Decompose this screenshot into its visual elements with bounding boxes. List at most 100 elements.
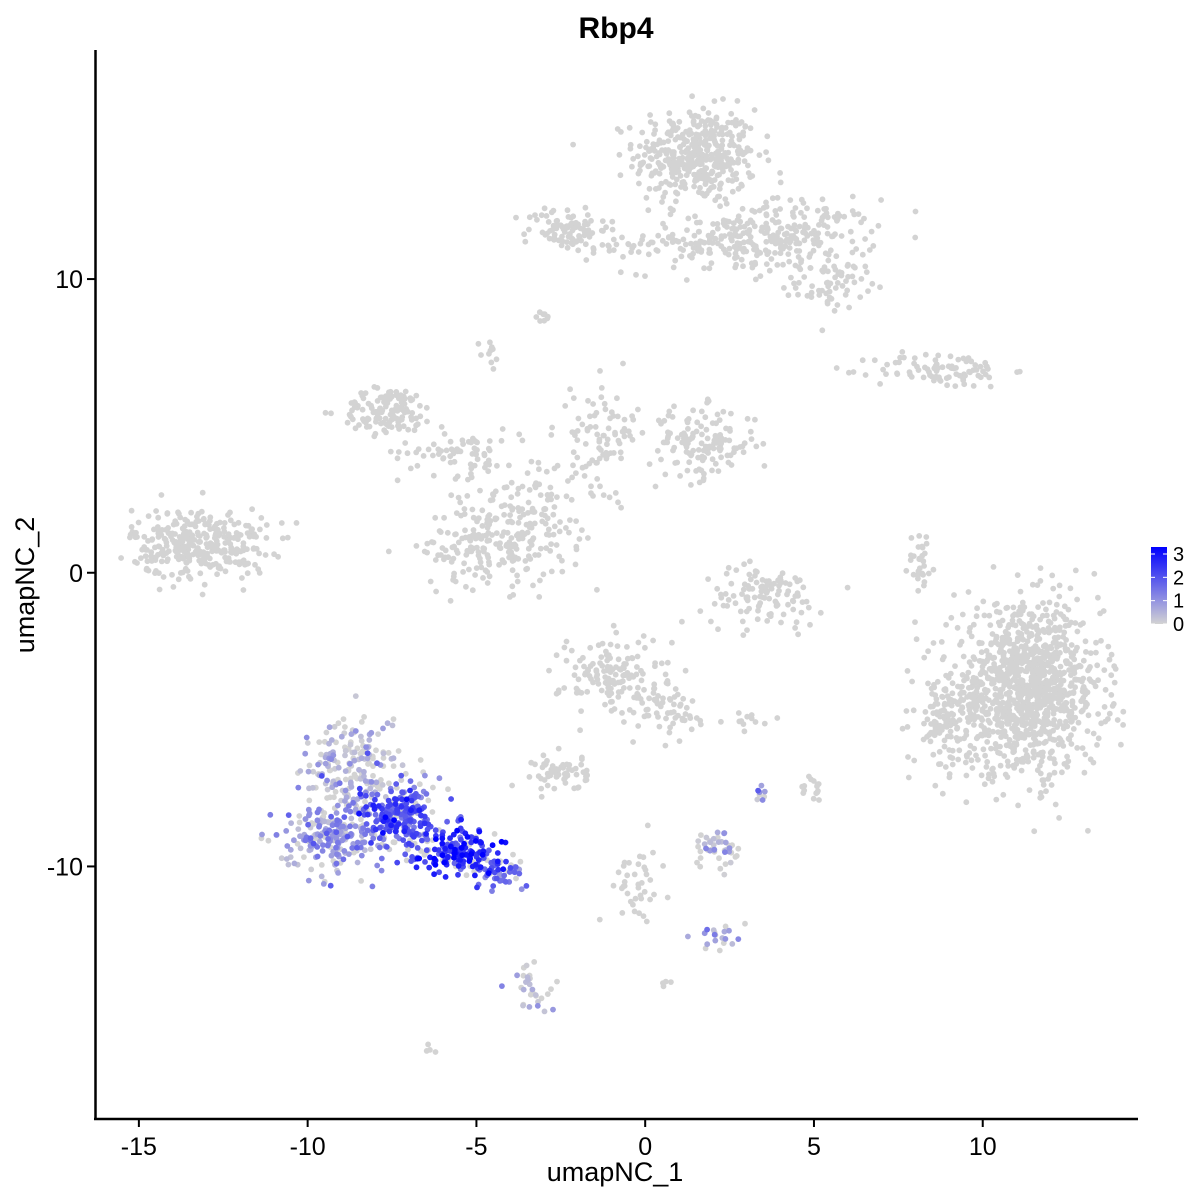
cell-point (1055, 634, 1062, 641)
cell-point (399, 762, 406, 769)
cell-point (962, 372, 968, 379)
cell-point (352, 823, 359, 830)
cell-point (516, 508, 522, 515)
cell-point (477, 487, 483, 494)
cell-point (432, 1049, 439, 1055)
cell-point (509, 782, 515, 789)
cell-point (524, 470, 531, 476)
cell-point (342, 776, 349, 783)
cell-point (432, 861, 439, 868)
cell-point (251, 531, 258, 538)
cell-point (195, 532, 202, 539)
cell-point (685, 933, 691, 940)
cell-point (314, 817, 321, 824)
cell-point (706, 265, 713, 272)
cell-point (1001, 729, 1008, 735)
cell-point (971, 698, 978, 704)
cell-point (763, 238, 770, 245)
cell-point (785, 601, 791, 608)
cell-point (944, 693, 951, 699)
cell-point (997, 669, 1004, 676)
cell-point (1030, 748, 1037, 754)
cell-point (749, 173, 756, 179)
cell-point (540, 571, 547, 578)
cell-point (666, 110, 673, 117)
cell-point (709, 135, 715, 141)
cell-point (645, 251, 652, 258)
cell-point (478, 352, 484, 358)
cell-point (742, 920, 748, 927)
cell-point (526, 524, 533, 531)
cell-point (718, 591, 724, 598)
cell-point (782, 580, 789, 586)
cell-point (342, 787, 349, 794)
cell-point (981, 612, 988, 619)
cell-point (791, 280, 797, 287)
cell-point (582, 241, 589, 248)
cell-point (498, 437, 505, 444)
cell-point (985, 775, 992, 782)
cell-point (526, 487, 533, 493)
cell-point (947, 728, 954, 735)
cell-point (1040, 749, 1046, 756)
cell-point (928, 685, 935, 692)
cell-point (688, 240, 694, 247)
cell-point (520, 511, 527, 518)
cell-point (709, 130, 716, 136)
cell-point (1049, 748, 1055, 755)
cell-point (629, 655, 636, 662)
cell-point (510, 592, 517, 598)
cell-point (955, 356, 962, 363)
cell-point (743, 595, 750, 602)
cell-point (458, 512, 464, 519)
cell-point (396, 418, 402, 425)
cell-point (795, 631, 801, 638)
cell-point (468, 470, 474, 477)
cell-point (662, 189, 668, 196)
cell-point (716, 855, 722, 862)
cell-point (1040, 697, 1047, 704)
cell-point (530, 535, 537, 542)
cell-point (1118, 741, 1124, 748)
cell-point (307, 835, 314, 841)
cell-point (573, 771, 580, 778)
cell-point (509, 583, 516, 590)
cell-point (1051, 737, 1058, 743)
cell-point (729, 941, 736, 947)
cell-point (615, 869, 622, 876)
cell-point (548, 568, 555, 575)
cell-point (161, 535, 168, 542)
cell-point (832, 266, 839, 273)
cell-point (610, 413, 617, 419)
cell-point (568, 220, 575, 227)
cell-point (1034, 582, 1041, 588)
cell-point (604, 436, 611, 443)
cell-point (244, 570, 251, 577)
cell-point (366, 737, 373, 743)
cell-point (575, 784, 582, 791)
cell-point (326, 724, 333, 731)
cell-point (845, 261, 851, 268)
cell-point (672, 181, 679, 188)
cell-point (1004, 699, 1011, 706)
cell-point (493, 356, 500, 363)
cell-point (424, 418, 430, 425)
cell-point (1050, 674, 1056, 681)
cell-point (489, 842, 496, 849)
cell-point (555, 767, 562, 773)
cell-point (425, 1041, 431, 1048)
cell-point (413, 543, 420, 549)
cell-point (747, 125, 754, 132)
cell-point (658, 165, 664, 172)
cell-point (227, 509, 233, 516)
cell-point (708, 260, 715, 266)
cell-point (943, 722, 950, 729)
cell-point (463, 583, 469, 590)
cell-point (1004, 638, 1010, 645)
cell-point (739, 443, 746, 450)
cell-point (1108, 672, 1115, 679)
cell-point (599, 242, 606, 248)
cell-point (380, 830, 386, 836)
cell-point (722, 936, 729, 942)
cell-point (619, 428, 626, 435)
